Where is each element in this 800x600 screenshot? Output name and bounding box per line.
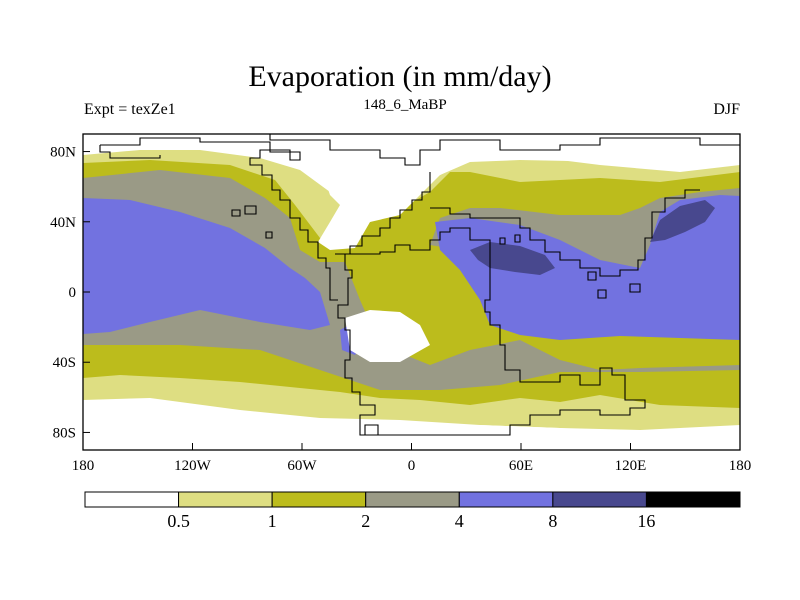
x-tick-label: 180	[729, 458, 752, 474]
x-tick-label: 180	[72, 458, 95, 474]
x-tick-label: 120E	[615, 458, 647, 474]
field-dry-south	[83, 398, 740, 450]
coastline-small-islands	[231, 205, 641, 436]
colorbar-label: 0.5	[167, 511, 190, 531]
y-tick-label: 40S	[53, 355, 76, 371]
field-dry-africa	[345, 310, 430, 362]
coastline-eurasia-south	[335, 172, 431, 255]
x-tick-label: 120W	[174, 458, 212, 474]
coastline-gondwana	[335, 227, 646, 436]
field-level-4-west	[83, 198, 330, 334]
colorbar-swatch	[645, 491, 741, 508]
x-tick-label: 0	[408, 458, 416, 474]
colorbar-swatch	[552, 491, 647, 508]
y-tick-label: 80N	[50, 145, 76, 161]
colorbar-swatch	[84, 491, 180, 508]
coastline-north-america	[100, 137, 338, 301]
colorbar-label: 8	[548, 511, 557, 531]
field-level-8-tethys	[470, 242, 555, 275]
colorbar-swatch	[458, 491, 554, 508]
x-axis: 180 120W 60W 0 60E 120E 180	[72, 443, 752, 474]
field-level-8-nw-pacific	[650, 200, 715, 242]
coastline-asia-tethys	[430, 189, 700, 277]
colorbar-label: 4	[455, 511, 464, 531]
x-tick-label: 60W	[287, 458, 317, 474]
colorbar: 0.5 1 2 4 8 16	[84, 491, 741, 531]
y-axis: 80N 40N 0 40S 80S	[50, 145, 90, 441]
coastlines	[99, 134, 740, 436]
map-fill-layers	[83, 134, 740, 450]
map-frame: 180 120W 60W 0 60E 120E 180 80N 40N 0 40S 80S	[50, 133, 752, 474]
colorbar-swatch	[365, 491, 460, 508]
colorbar-label: 1	[268, 511, 277, 531]
x-tick-label: 60E	[509, 458, 533, 474]
period-label: 148_6_MaBP	[363, 97, 447, 113]
coastline-north-america-arctic	[99, 145, 161, 159]
map-title: Evaporation (in mm/day)	[248, 60, 552, 93]
field-level-2	[83, 170, 740, 390]
season-label: DJF	[713, 101, 740, 118]
y-tick-label: 40N	[50, 215, 76, 231]
colorbar-label: 2	[361, 511, 370, 531]
colorbar-swatch	[178, 491, 273, 508]
colorbar-label: 16	[637, 511, 655, 531]
colorbar-swatch	[271, 491, 367, 508]
field-dry-north	[270, 134, 740, 250]
y-tick-label: 80S	[53, 425, 76, 441]
coastline-eurasia	[269, 134, 740, 166]
y-tick-label: 0	[69, 285, 77, 301]
experiment-label: Expt = texZe1	[84, 101, 176, 118]
